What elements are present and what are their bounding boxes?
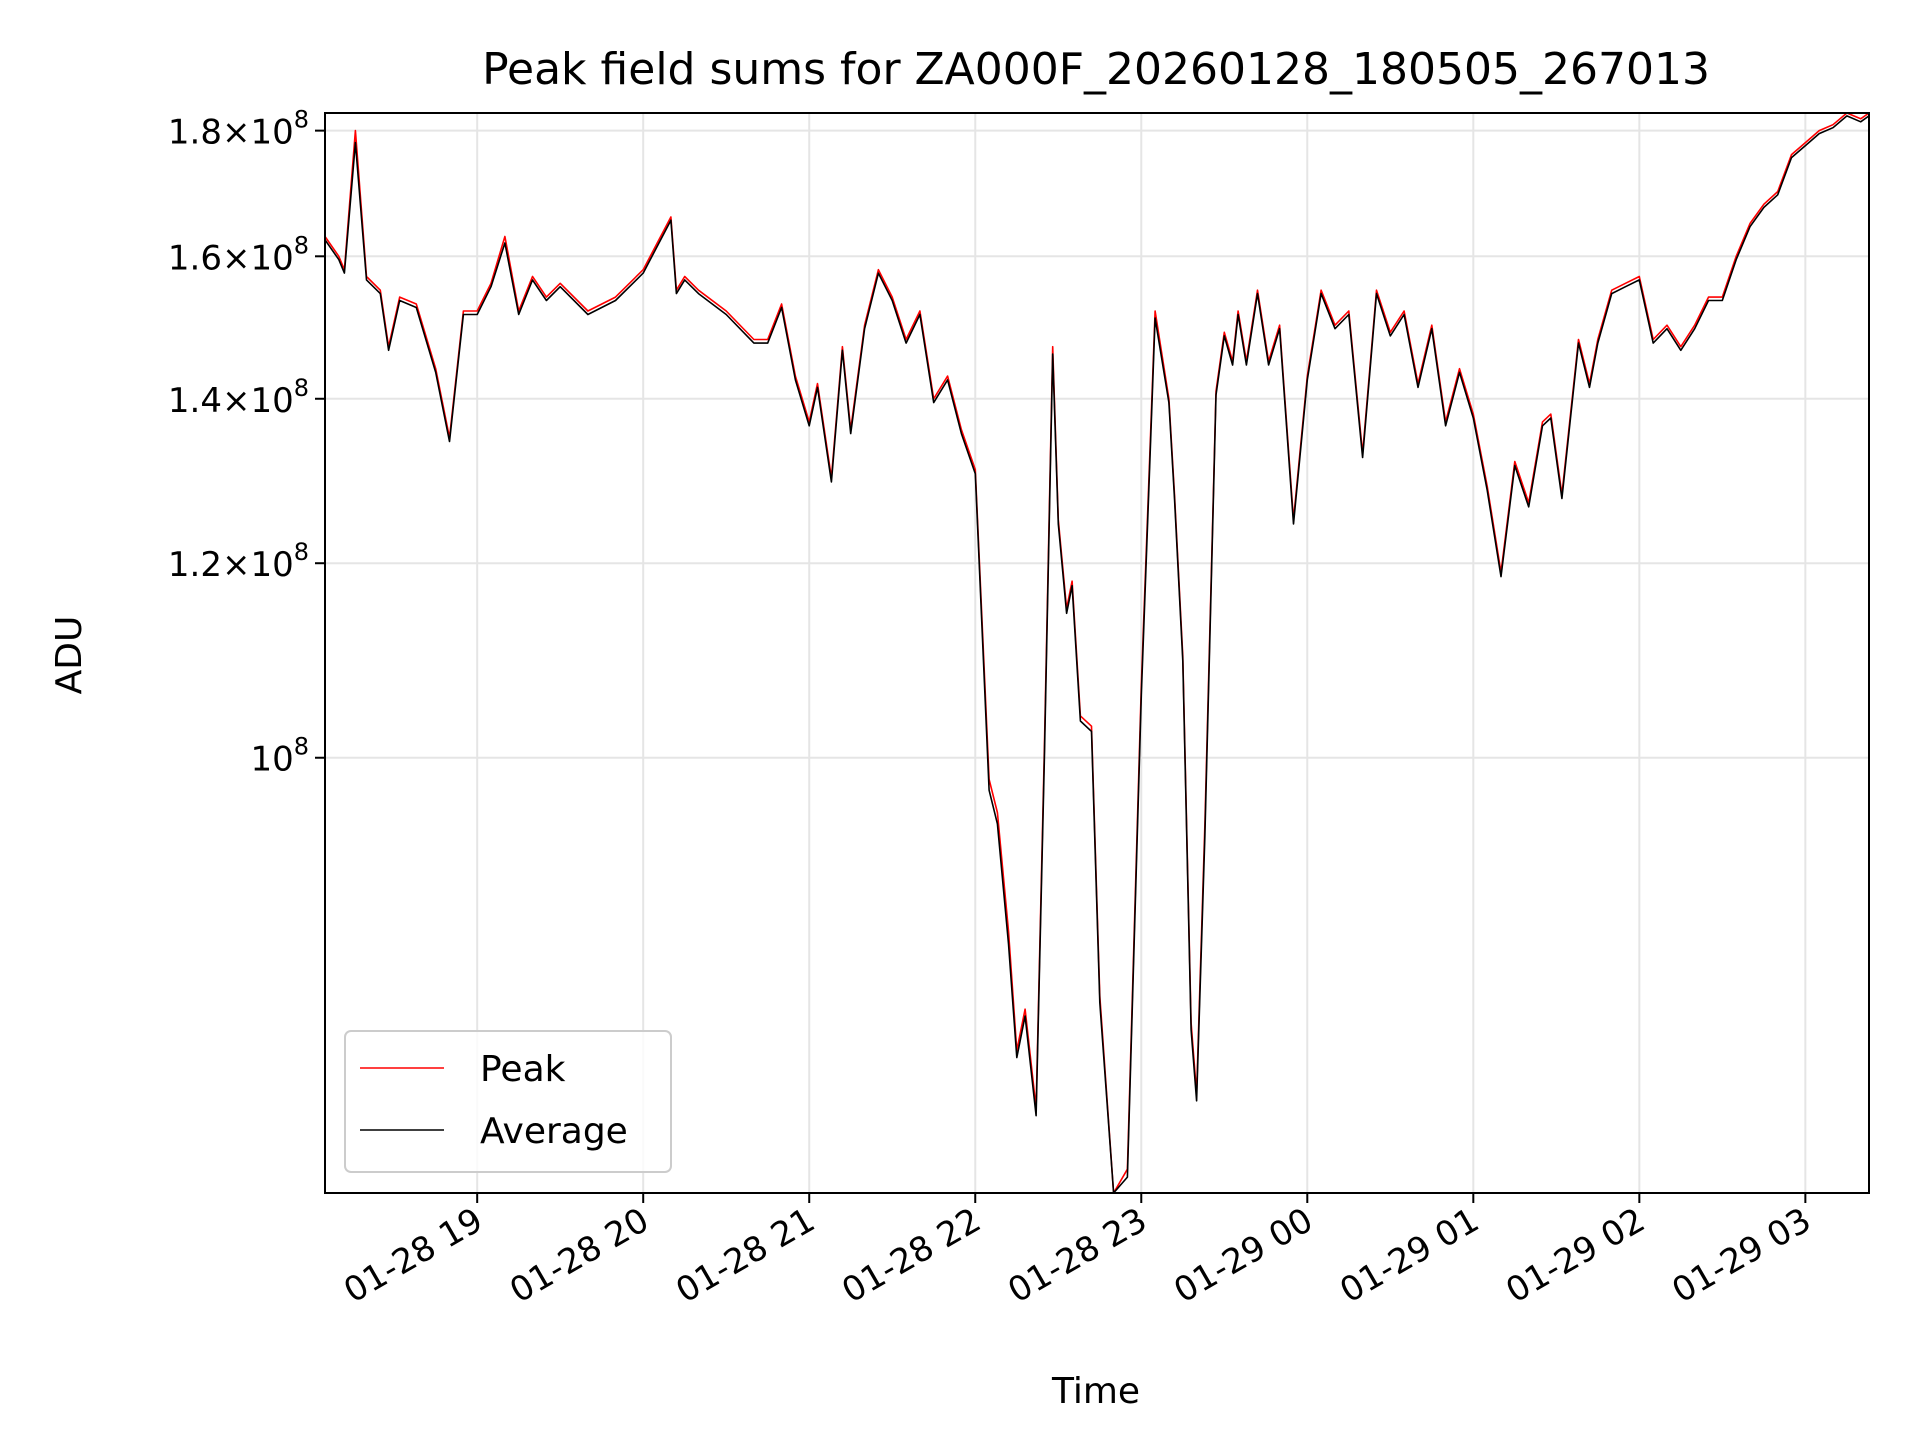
legend-label-average: Average — [480, 1111, 628, 1152]
series-lines — [324, 112, 1870, 1194]
y-axis-label: ADU — [49, 616, 90, 695]
y-tick-mantissa: 1.6 — [168, 238, 222, 278]
y-tick-mantissa: 1.8 — [168, 113, 222, 153]
y-tick-exponent: 8 — [294, 106, 309, 134]
y-tick-label: 1.8×108 — [168, 106, 309, 153]
y-tick-label: 1.6×108 — [168, 231, 309, 278]
grid-lines — [325, 113, 1869, 1193]
y-tick-label: 1.4×108 — [168, 374, 309, 421]
legend-label-peak: Peak — [480, 1049, 566, 1090]
series-line-average — [324, 115, 1870, 1194]
y-axis-ticks: 108 1.2×108 1.4×108 1.6×108 1.8×108 — [168, 106, 325, 780]
y-tick-exponent: 8 — [294, 733, 309, 761]
y-tick-exponent: 8 — [294, 538, 309, 566]
y-tick-exponent: 8 — [294, 374, 309, 402]
legend: Peak Average — [344, 1030, 672, 1173]
plot-frame — [324, 112, 1870, 1194]
y-tick-mantissa: 1.4 — [168, 381, 222, 421]
y-tick-label: 1.2×108 — [168, 538, 309, 585]
y-tick-label: 108 — [250, 733, 309, 780]
x-axis-label: Time — [1051, 1371, 1140, 1412]
y-tick-exponent: 8 — [294, 231, 309, 259]
y-tick-mantissa: 1.2 — [168, 545, 222, 585]
chart-title: Peak field sums for ZA000F_20260128_1805… — [482, 44, 1710, 95]
legend-box — [344, 1030, 672, 1173]
